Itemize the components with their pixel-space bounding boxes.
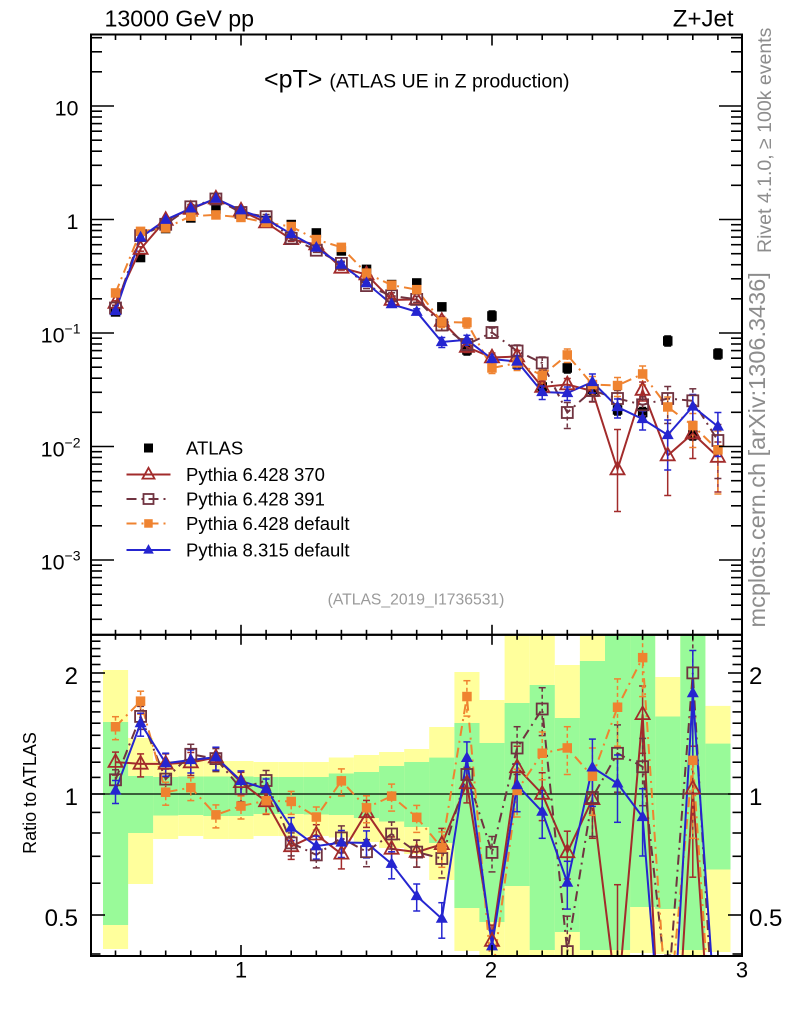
- svg-text:Pythia 6.428 370: Pythia 6.428 370: [186, 464, 325, 485]
- svg-text:Pythia 6.428 default: Pythia 6.428 default: [186, 513, 350, 534]
- svg-text:Pythia 6.428 391: Pythia 6.428 391: [186, 489, 325, 510]
- svg-text:<pT> (ATLAS UE in Z production: <pT> (ATLAS UE in Z production): [264, 66, 570, 94]
- svg-text:1: 1: [235, 958, 247, 983]
- svg-text:(ATLAS_2019_I1736531): (ATLAS_2019_I1736531): [328, 592, 505, 609]
- svg-text:13000 GeV pp: 13000 GeV pp: [105, 6, 255, 32]
- svg-text:Z+Jet: Z+Jet: [673, 6, 734, 33]
- svg-text:10: 10: [55, 97, 79, 121]
- svg-text:1: 1: [749, 784, 762, 811]
- svg-text:0.5: 0.5: [749, 905, 782, 932]
- svg-text:3: 3: [736, 958, 748, 983]
- svg-text:Pythia 8.315 default: Pythia 8.315 default: [186, 540, 350, 561]
- svg-text:2: 2: [485, 958, 497, 983]
- svg-text:1: 1: [67, 210, 79, 234]
- svg-text:0.5: 0.5: [45, 905, 78, 932]
- svg-text:2: 2: [749, 663, 762, 690]
- svg-text:ATLAS: ATLAS: [186, 438, 243, 459]
- svg-text:2: 2: [65, 663, 78, 690]
- svg-text:Ratio to ATLAS: Ratio to ATLAS: [20, 732, 40, 854]
- svg-text:1: 1: [65, 784, 78, 811]
- svg-text:mcplots.cern.ch [arXiv:1306.34: mcplots.cern.ch [arXiv:1306.3436]: [744, 272, 770, 627]
- svg-text:Rivet 4.1.0, ≥ 100k events: Rivet 4.1.0, ≥ 100k events: [754, 27, 776, 253]
